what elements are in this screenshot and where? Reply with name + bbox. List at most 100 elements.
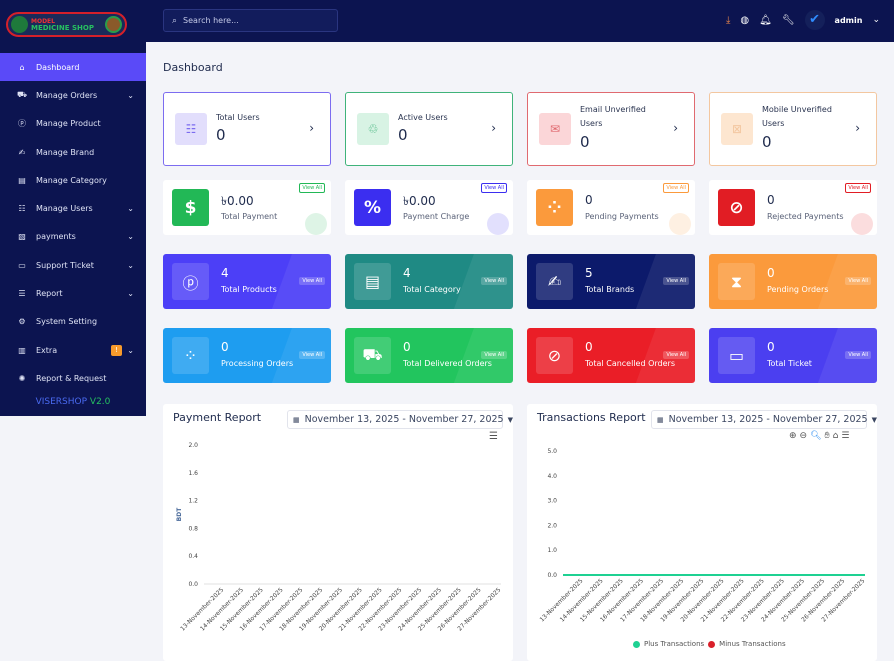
card-label: Active Users <box>398 113 448 122</box>
sidebar-item-label: Manage Orders <box>36 90 98 100</box>
avatar[interactable]: ✔ <box>804 10 825 30</box>
x-tick-label: 15-November-2025 <box>579 577 625 623</box>
y-tick-label: 4.0 <box>547 473 557 480</box>
sidebar-item-extra[interactable]: ▥ Extra! ⌄ <box>0 336 146 364</box>
view-all-button[interactable]: View All <box>481 183 507 193</box>
zoom-in-icon[interactable]: ⊕ <box>789 431 797 441</box>
legend-minus[interactable]: Minus Transactions <box>719 640 786 648</box>
y-tick-label: 1.0 <box>547 547 557 554</box>
legend-plus[interactable]: Plus Transactions <box>644 640 705 648</box>
x-tick-label: 19-November-2025 <box>659 577 705 623</box>
view-all-button[interactable]: View All <box>299 183 325 193</box>
payment-chart: 0.0 0.4 0.8 1.2 1.6 2.0 13-November-202514-Nov… <box>176 442 503 632</box>
legend-dot-minus <box>708 640 716 648</box>
stat-card-total-brands: ✍ 5 Total Brands View All <box>527 254 695 309</box>
date-range-picker[interactable]: ▦ November 13, 2025 - November 27, 2025 ▼ <box>651 410 877 429</box>
sidebar-item-label: Manage Users <box>36 204 93 214</box>
view-all-button[interactable]: View All <box>481 351 507 359</box>
chevron-right-icon[interactable]: › <box>673 121 678 135</box>
card-label: Total Brands <box>585 285 635 294</box>
user-card-mobile-unverified-users[interactable]: ⊠ Mobile Unverified Users 0 › <box>709 92 877 166</box>
logo[interactable]: MODEL MEDICINE SHOP <box>6 12 127 37</box>
card-label: Mobile Unverified Users <box>762 105 832 128</box>
zoom-out-icon[interactable]: ⊖ <box>799 431 808 441</box>
sidebar-item-manage-brand[interactable]: ✍ Manage Brand <box>0 138 146 166</box>
x-tick-label: 25-November-2025 <box>780 577 826 623</box>
payment-card-icon: ⊘ <box>718 189 755 226</box>
payment-card-rejected-payments: ⊘ 0 Rejected Payments View All <box>709 180 877 235</box>
pan-icon[interactable]: ✋︎ <box>824 431 830 441</box>
date-range-value: November 13, 2025 - November 27, 2025 <box>304 414 504 425</box>
chevron-down-icon[interactable]: ⌄ <box>872 15 880 25</box>
chart-menu-icon[interactable]: ☰ <box>841 431 850 441</box>
x-tick-label: 17-November-2025 <box>619 577 665 623</box>
sidebar-item-label: Report & Request <box>36 373 107 383</box>
y-tick-label: 2.0 <box>188 442 198 449</box>
chevron-down-icon: ⌄ <box>127 289 134 299</box>
sidebar-item-manage-product[interactable]: ⓟ Manage Product <box>0 110 146 138</box>
chevron-right-icon[interactable]: › <box>855 121 860 135</box>
x-tick-label: 23-November-2025 <box>740 577 786 623</box>
user-name[interactable]: admin <box>834 15 863 25</box>
view-all-button[interactable]: View All <box>845 277 871 285</box>
x-tick-label: 18-November-2025 <box>639 577 685 623</box>
view-all-button[interactable]: View All <box>663 277 689 285</box>
alert-badge: ! <box>111 344 122 356</box>
sidebar-item-system-setting[interactable]: ⚙ System Setting <box>0 308 146 336</box>
card-label: Rejected Payments <box>767 212 844 221</box>
x-tick-label: 17-November-2025 <box>258 586 304 632</box>
sidebar-item-manage-users[interactable]: ☷ Manage Users ⌄ <box>0 194 146 222</box>
user-card-icon: ♲ <box>357 113 389 145</box>
decorative-shape <box>851 213 873 235</box>
date-range-value: November 13, 2025 - November 27, 2025 <box>668 414 868 425</box>
sidebar-item-dashboard[interactable]: ⌂ Dashboard <box>0 53 146 82</box>
chevron-right-icon[interactable]: › <box>491 121 496 135</box>
download-icon[interactable]: ⤓ <box>725 14 731 26</box>
card-value: 0 <box>398 126 408 144</box>
view-all-button[interactable]: View All <box>845 183 871 193</box>
sidebar-item-report-request[interactable]: ✺ Report & Request <box>0 364 146 392</box>
chart-menu-icon[interactable]: ☰ <box>489 431 498 442</box>
logo-line1: MODEL <box>31 17 55 25</box>
logo-mark-icon <box>11 16 28 33</box>
user-card-total-users[interactable]: ☷ Total Users 0 › <box>163 92 331 166</box>
sidebar-item-report[interactable]: ☰ Report ⌄ <box>0 279 146 307</box>
reset-home-icon[interactable]: ⌂ <box>832 431 839 441</box>
user-card-icon: ☷ <box>175 113 207 145</box>
view-all-button[interactable]: View All <box>299 351 325 359</box>
wrench-icon[interactable]: 🔧︎ <box>781 14 795 26</box>
date-range-picker[interactable]: ▦ November 13, 2025 - November 27, 2025 ▼ <box>287 410 513 429</box>
user-card-email-unverified-users[interactable]: ✉ Email Unverified Users 0 › <box>527 92 695 166</box>
sidebar-item-support-ticket[interactable]: ▭ Support Ticket ⌄ <box>0 251 146 279</box>
view-all-button[interactable]: View All <box>299 277 325 285</box>
sidebar-item-manage-category[interactable]: ▤ Manage Category <box>0 166 146 194</box>
view-all-button[interactable]: View All <box>663 183 689 193</box>
stat-card-icon: ⓟ <box>172 263 209 300</box>
chevron-right-icon[interactable]: › <box>309 121 314 135</box>
users-icon: ☷ <box>18 204 26 214</box>
x-tick-label: 26-November-2025 <box>437 586 483 632</box>
sidebar-item-manage-orders[interactable]: ⛟ Manage Orders ⌄ <box>0 81 146 109</box>
view-all-button[interactable]: View All <box>845 351 871 359</box>
page-title: Dashboard <box>163 61 223 74</box>
bug-icon: ✺ <box>18 373 26 383</box>
user-card-active-users[interactable]: ♲ Active Users 0 › <box>345 92 513 166</box>
sidebar-item-label: payments <box>36 232 76 242</box>
x-tick-label: 21-November-2025 <box>700 577 746 623</box>
clipboard-icon: ▤ <box>18 175 26 185</box>
x-tick-label: 27-November-2025 <box>456 586 502 632</box>
view-all-button[interactable]: View All <box>481 277 507 285</box>
card-label: Total Delivered Orders <box>403 359 492 368</box>
search-input[interactable]: ⌕ Search here... <box>163 9 338 32</box>
caret-down-icon: ▼ <box>507 415 513 424</box>
view-all-button[interactable]: View All <box>663 351 689 359</box>
sidebar-item-payments[interactable]: ▧ payments ⌄ <box>0 223 146 251</box>
zoom-select-icon[interactable]: 🔍︎ <box>810 431 822 441</box>
card-value: 0 <box>585 340 593 354</box>
home-icon: ⌂ <box>19 62 25 72</box>
globe-icon[interactable]: ◍ <box>740 14 750 26</box>
x-tick-label: 16-November-2025 <box>599 577 645 623</box>
bell-icon[interactable]: 🔔︎ <box>759 14 772 26</box>
chevron-down-icon: ⌄ <box>127 90 134 100</box>
calendar-icon: ▦ <box>657 415 664 424</box>
